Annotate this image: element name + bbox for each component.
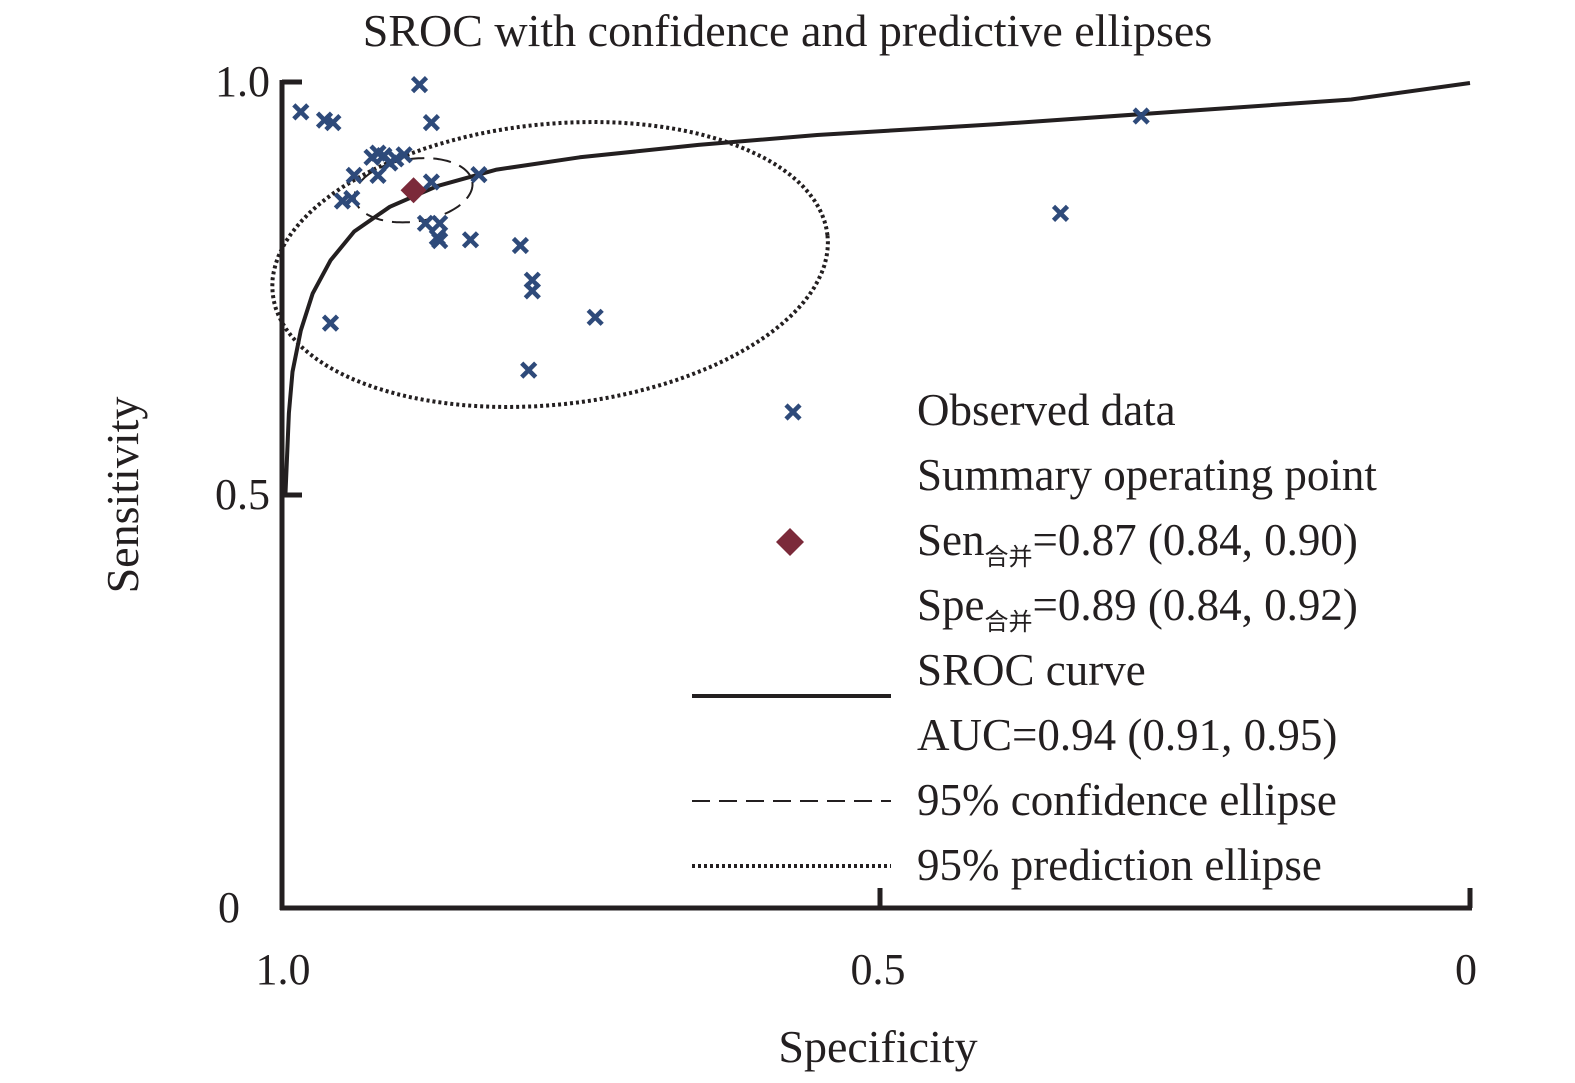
observed-data-point [1132, 107, 1150, 125]
chart-title: SROC with confidence and predictive elli… [362, 5, 1213, 56]
x-axis-title: Specificity [778, 1021, 977, 1072]
observed-data-point [431, 232, 449, 250]
legend-label-summary: Summary operating point [917, 450, 1377, 500]
points-layer [292, 76, 1150, 379]
sen-prefix: Sen [917, 515, 985, 565]
observed-data-point [422, 173, 440, 191]
observed-data-point [511, 236, 529, 255]
legend-label-prediction: 95% prediction ellipse [917, 840, 1322, 890]
legend-label-sen: Sen合并=0.87 (0.84, 0.90) [917, 515, 1358, 571]
observed-data-point [343, 189, 361, 208]
observed-data-point [461, 231, 480, 249]
observed-data-point [345, 166, 363, 184]
y-tick-label: 0 [218, 883, 240, 932]
observed-data-point [395, 146, 413, 164]
plot-lines [270, 81, 1471, 496]
axes: 1.0 0.5 0 1.0 0.5 0 Specificity Sensitiv… [97, 57, 1477, 1072]
observed-data-point [431, 214, 449, 232]
y-tick-label: 1.0 [215, 57, 270, 106]
observed-data-point [292, 103, 310, 121]
prediction-ellipse [270, 119, 830, 410]
x-tick-label: 0 [1455, 945, 1477, 994]
legend-marker-summary [776, 528, 804, 556]
observed-data-point [520, 361, 538, 379]
observed-data-point [1051, 204, 1070, 222]
x-tick-label: 1.0 [256, 945, 311, 994]
sroc-curve [283, 81, 1471, 496]
observed-data-point [416, 214, 434, 232]
observed-data-point [410, 76, 429, 94]
observed-data-point [324, 114, 342, 132]
sen-value: =0.87 (0.84, 0.90) [1032, 515, 1358, 565]
y-axis-title: Sensitivity [97, 397, 148, 594]
observed-data-point [321, 314, 340, 332]
summary-operating-point [400, 177, 427, 204]
observed-data-point [586, 308, 604, 326]
y-tick-label: 0.5 [215, 470, 270, 519]
spe-prefix: Spe [917, 580, 985, 630]
sen-subscript: 合并 [984, 543, 1033, 571]
legend-label-spe: Spe合并=0.89 (0.84, 0.92) [917, 580, 1358, 636]
observed-data-point [523, 282, 541, 300]
legend-label-observed: Observed data [917, 385, 1176, 435]
legend-marker-observed [784, 403, 802, 421]
observed-data-point [422, 114, 440, 132]
x-tick-label: 0.5 [851, 945, 906, 994]
observed-data-point [470, 166, 488, 184]
observed-data-point [369, 166, 387, 184]
legend-label-confidence: 95% confidence ellipse [917, 775, 1337, 825]
spe-subscript: 合并 [984, 608, 1033, 636]
legend-label-auc: AUC=0.94 (0.91, 0.95) [917, 710, 1338, 760]
legend-label-sroc: SROC curve [917, 645, 1146, 695]
legend-symbols [692, 403, 891, 868]
spe-value: =0.89 (0.84, 0.92) [1032, 580, 1358, 630]
